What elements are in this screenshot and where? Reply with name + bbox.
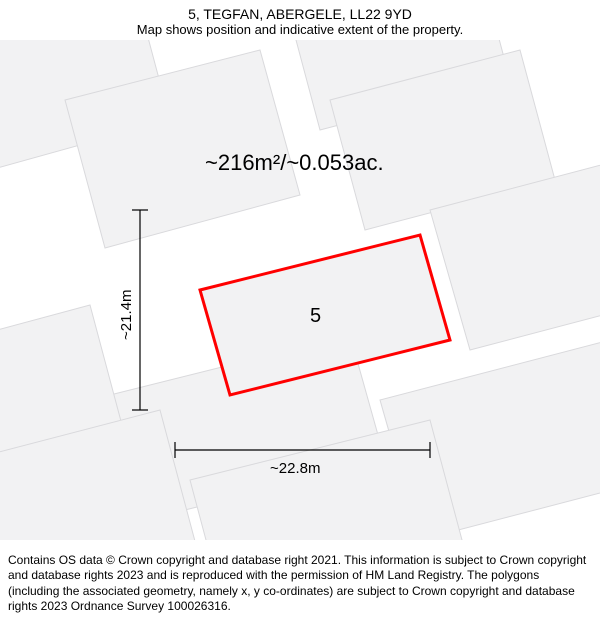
width-dimension-label: ~22.8m — [270, 460, 320, 477]
map-container: ~216m²/~0.053ac. ~21.4m ~22.8m 5 — [0, 40, 600, 540]
header: 5, TEGFAN, ABERGELE, LL22 9YD Map shows … — [0, 0, 600, 39]
height-dimension-label: ~21.4m — [118, 290, 135, 340]
plot-number-label: 5 — [310, 305, 321, 328]
footer-attribution: Contains OS data © Crown copyright and d… — [0, 547, 600, 625]
page-subtitle: Map shows position and indicative extent… — [10, 22, 590, 37]
page-title: 5, TEGFAN, ABERGELE, LL22 9YD — [10, 6, 590, 22]
area-label: ~216m²/~0.053ac. — [205, 150, 384, 176]
